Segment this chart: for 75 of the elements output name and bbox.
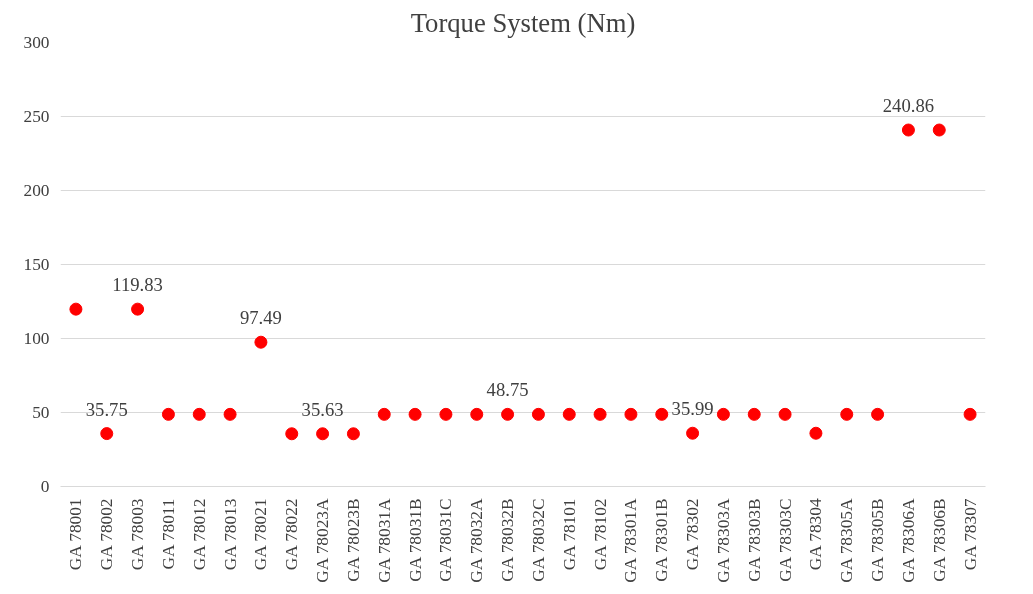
x-tick-label: GA 78023B xyxy=(343,498,363,582)
point xyxy=(69,302,83,316)
x-tick-label: GA 78031C xyxy=(436,498,456,582)
point xyxy=(593,407,607,421)
x-tick-label: GA 78305B xyxy=(868,498,888,582)
point xyxy=(470,407,484,421)
point xyxy=(809,426,823,440)
data-label: 240.86 xyxy=(882,95,935,117)
point xyxy=(408,407,422,421)
point xyxy=(285,427,299,441)
x-tick-label: GA 78303C xyxy=(775,498,795,582)
x-tick-label: GA 78022 xyxy=(282,498,302,571)
point xyxy=(778,407,792,421)
data-label: 35.63 xyxy=(301,398,344,420)
point xyxy=(316,427,330,441)
y-tick-label: 100 xyxy=(23,329,50,348)
x-tick-label: GA 78303B xyxy=(744,498,764,582)
point xyxy=(901,123,915,137)
data-label: 35.99 xyxy=(671,398,714,420)
point xyxy=(254,335,268,349)
x-tick-label: GA 78023A xyxy=(313,497,333,583)
point xyxy=(131,302,145,316)
y-tick-label: 0 xyxy=(40,477,50,496)
x-tick-label: GA 78031A xyxy=(374,497,394,583)
point xyxy=(655,407,669,421)
x-tick-label: GA 78101 xyxy=(559,498,579,571)
y-tick-label: 250 xyxy=(23,107,50,126)
x-tick-label: GA 78301A xyxy=(621,497,641,583)
data-label: 119.83 xyxy=(112,274,163,296)
point xyxy=(716,407,730,421)
x-tick-label: GA 78307 xyxy=(960,498,980,571)
point xyxy=(377,407,391,421)
y-tick-label: 300 xyxy=(23,33,50,52)
data-label: 48.75 xyxy=(486,379,529,401)
x-tick-label: GA 78031B xyxy=(405,498,425,582)
x-tick-label: GA 78304 xyxy=(806,498,826,571)
y-tick-label: 200 xyxy=(23,181,50,200)
point xyxy=(346,427,360,441)
x-tick-label: GA 78032A xyxy=(467,497,487,583)
point xyxy=(100,427,114,441)
y-tick-label: 50 xyxy=(32,403,50,422)
point xyxy=(963,407,977,421)
x-tick-label: GA 78032B xyxy=(498,498,518,582)
point xyxy=(871,407,885,421)
x-tick-label: GA 78001 xyxy=(66,498,86,571)
x-tick-label: GA 78302 xyxy=(683,498,703,571)
point xyxy=(223,407,237,421)
y-tick-label: 150 xyxy=(23,255,50,274)
x-tick-label: GA 78305A xyxy=(837,497,857,583)
x-tick-label: GA 78032C xyxy=(528,498,548,582)
x-tick-label: GA 78021 xyxy=(251,498,271,571)
point xyxy=(192,407,206,421)
x-tick-label: GA 78102 xyxy=(590,498,610,571)
point xyxy=(531,407,545,421)
x-tick-label: GA 78012 xyxy=(189,498,209,571)
x-tick-label: GA 78003 xyxy=(128,498,148,571)
point xyxy=(562,407,576,421)
x-tick-label: GA 78011 xyxy=(158,498,178,570)
x-tick-label: GA 78013 xyxy=(220,498,240,571)
point xyxy=(624,407,638,421)
point xyxy=(932,123,946,137)
point xyxy=(501,407,515,421)
point xyxy=(161,407,175,421)
data-label: 97.49 xyxy=(239,307,282,329)
chart-title: Torque System (Nm) xyxy=(410,7,636,38)
point xyxy=(747,407,761,421)
x-tick-label: GA 78002 xyxy=(97,498,117,571)
x-tick-label: GA 78306B xyxy=(929,498,949,582)
x-tick-label: GA 78301B xyxy=(652,498,672,582)
point xyxy=(840,407,854,421)
point xyxy=(686,426,700,440)
data-label: 35.75 xyxy=(85,398,128,420)
x-tick-label: GA 78306A xyxy=(898,497,918,583)
x-tick-label: GA 78303A xyxy=(713,497,733,583)
point xyxy=(439,407,453,421)
